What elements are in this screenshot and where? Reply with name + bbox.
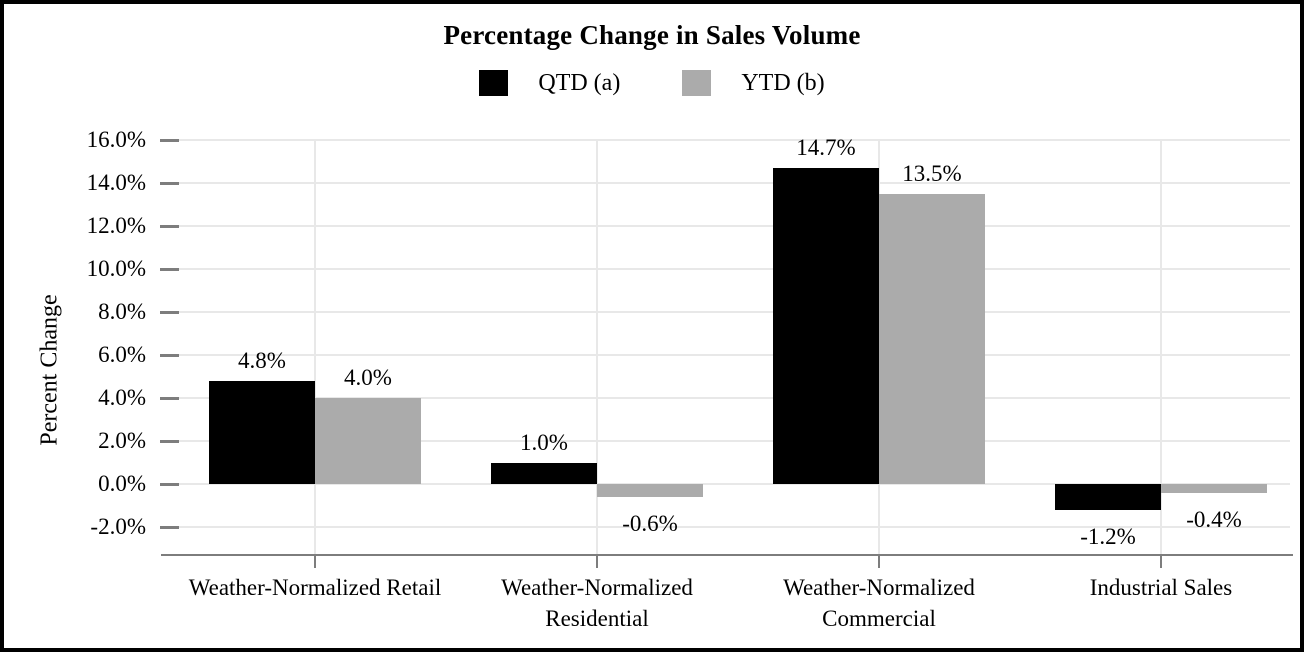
y-tick-label: 14.0% [86, 170, 146, 196]
bar-value-label: 1.0% [520, 429, 568, 455]
y-tick-mark [160, 482, 179, 486]
y-tick-label: 0.0% [98, 471, 146, 497]
v-gridline [314, 140, 316, 555]
y-tick-mark [160, 138, 179, 142]
legend-label-qtd: QTD (a) [538, 69, 621, 96]
y-tick-label: 12.0% [86, 213, 146, 239]
x-tick-mark [1160, 555, 1162, 568]
v-gridline [1160, 140, 1162, 555]
bar-value-label: -0.4% [1186, 506, 1242, 532]
bar-value-label: 4.8% [238, 347, 286, 373]
legend-item-ytd: YTD (b) [682, 69, 825, 97]
bar-value-label: 4.0% [344, 365, 392, 391]
bar-ytd-3 [1161, 484, 1267, 493]
bar-value-label: 13.5% [902, 160, 962, 186]
bar-value-label: -1.2% [1080, 523, 1136, 549]
legend-swatch-qtd [479, 70, 509, 96]
y-tick-label: -2.0% [90, 514, 146, 540]
y-tick-label: 10.0% [86, 256, 146, 282]
h-gridline [164, 225, 1290, 228]
legend-label-ytd: YTD (b) [741, 69, 825, 96]
h-gridline [164, 182, 1290, 185]
y-tick-label: 6.0% [98, 342, 146, 368]
h-gridline [164, 526, 1290, 529]
bar-value-label: -0.6% [622, 510, 678, 536]
y-tick-label: 8.0% [98, 299, 146, 325]
h-gridline [164, 483, 1290, 486]
legend-item-qtd: QTD (a) [479, 70, 620, 97]
bar-qtd-2 [773, 168, 879, 485]
x-axis-line [161, 554, 1293, 556]
x-tick-mark [596, 555, 598, 568]
bar-ytd-1 [597, 484, 703, 497]
y-tick-mark [160, 224, 179, 228]
legend-swatch-ytd [682, 70, 712, 96]
h-gridline [164, 139, 1290, 142]
h-gridline [164, 397, 1290, 400]
y-tick-mark [160, 267, 179, 271]
y-tick-mark [160, 439, 179, 443]
x-tick-mark [878, 555, 880, 568]
x-category-label: Weather-Normalized Commercial [783, 575, 975, 631]
v-gridline [596, 140, 598, 555]
y-tick-label: 16.0% [86, 127, 146, 153]
y-tick-mark [160, 525, 179, 529]
x-category-label: Industrial Sales [1089, 575, 1233, 600]
bar-qtd-3 [1055, 484, 1161, 510]
y-tick-mark [160, 310, 179, 314]
bar-qtd-1 [491, 462, 597, 485]
legend: QTD (a) YTD (b) [4, 66, 1300, 100]
y-tick-mark [160, 181, 179, 185]
y-tick-label: 2.0% [98, 428, 146, 454]
bar-qtd-0 [209, 380, 315, 485]
y-tick-mark [160, 353, 179, 357]
bar-ytd-0 [315, 398, 421, 485]
x-category-label: Weather-Normalized Residential [501, 575, 693, 631]
bar-value-label: 14.7% [796, 135, 856, 161]
h-gridline [164, 354, 1290, 357]
y-tick-mark [160, 396, 179, 400]
h-gridline [164, 268, 1290, 271]
chart-title: Percentage Change in Sales Volume [443, 20, 861, 50]
bar-ytd-2 [879, 193, 985, 485]
y-tick-label: 4.0% [98, 385, 146, 411]
h-gridline [164, 311, 1290, 314]
x-category-label: Weather-Normalized Retail [188, 575, 442, 600]
h-gridline [164, 440, 1290, 443]
x-tick-mark [314, 555, 316, 568]
